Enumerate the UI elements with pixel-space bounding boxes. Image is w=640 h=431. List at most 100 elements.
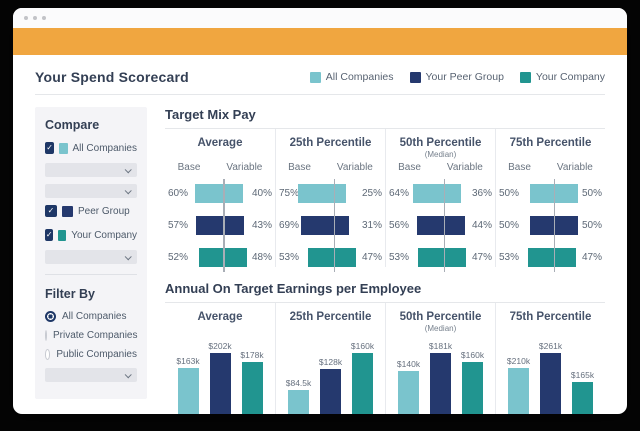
mixpay-bar	[413, 184, 462, 203]
filter-radio-row[interactable]: Public Companies	[45, 349, 137, 360]
mixpay-bars: 50% 50% 50% 50% 53% 47%	[499, 179, 602, 272]
compare-dropdown[interactable]	[45, 163, 137, 177]
axis-label: Variable	[336, 162, 373, 173]
earnings-bar	[352, 353, 373, 414]
axis-label: Variable	[556, 162, 593, 173]
column-header: Average	[168, 137, 272, 161]
legend-item[interactable]: Your Peer Group	[409, 71, 504, 83]
window-control-dot[interactable]	[42, 16, 46, 20]
base-pct-label: 56%	[389, 220, 410, 231]
mixpay-bar	[308, 248, 357, 267]
mixpay-bar	[417, 216, 466, 235]
top-banner	[13, 28, 627, 55]
legend-swatch	[309, 71, 321, 83]
earnings-bar-group: $163k	[176, 356, 200, 414]
compare-checkbox-row[interactable]: ✓ All Companies	[45, 142, 137, 154]
base-pct-label: 50%	[499, 220, 520, 231]
earnings-bar-group: $128k	[319, 357, 342, 414]
earnings-bar	[209, 353, 231, 414]
earnings-bar	[572, 382, 593, 414]
chevron-down-icon	[124, 186, 132, 194]
column-title: 75th Percentile	[509, 311, 592, 323]
filter-radio-row[interactable]: All Companies	[45, 311, 137, 322]
bar-value-label: $202k	[208, 341, 232, 351]
bar-zone	[412, 184, 469, 203]
center-axis-line	[223, 179, 225, 272]
legend-label: Your Peer Group	[425, 71, 504, 83]
axis-label: Base	[508, 162, 531, 173]
legend-item[interactable]: Your Company	[519, 71, 605, 83]
axis-label: Base	[177, 162, 201, 173]
window-control-dot[interactable]	[33, 16, 37, 20]
checkbox-checked-icon[interactable]: ✓	[45, 142, 55, 154]
variable-pct-label: 47%	[361, 252, 382, 263]
column-title: 75th Percentile	[509, 137, 592, 149]
base-pct-label: 69%	[279, 220, 300, 231]
variable-pct-label: 36%	[471, 188, 492, 199]
axis-label: Base	[398, 162, 421, 173]
compare-checkbox-row[interactable]: ✓ Your Company	[45, 229, 137, 241]
filter-dropdown[interactable]	[45, 368, 137, 382]
mixpay-column: 50th Percentile (Median) Base Variable 64% 36…	[385, 129, 495, 272]
checkbox-checked-icon[interactable]: ✓	[45, 229, 54, 241]
legend-swatch	[409, 71, 421, 83]
column-header: 25th Percentile	[279, 137, 382, 161]
axis-label: Variable	[446, 162, 483, 173]
column-title: 50th Percentile	[399, 137, 482, 149]
radio-unselected-icon[interactable]	[45, 349, 51, 360]
mixpay-row: 53% 47%	[389, 248, 492, 267]
earnings-bar	[508, 368, 529, 414]
compare-dropdown[interactable]	[45, 250, 137, 264]
checkbox-label: All Companies	[72, 142, 137, 154]
column-title: Average	[197, 137, 243, 149]
earnings-column: 50th Percentile (Median) $140k $181k $160k	[385, 303, 495, 414]
column-header: 50th Percentile (Median)	[389, 311, 492, 335]
axis-label: Variable	[226, 162, 263, 173]
column-header: 50th Percentile (Median)	[389, 137, 492, 161]
legend-item[interactable]: All Companies	[309, 71, 394, 83]
column-title: 25th Percentile	[289, 137, 372, 149]
bar-value-label: $165k	[570, 370, 595, 380]
radio-label: All Companies	[62, 311, 127, 322]
variable-pct-label: 50%	[581, 188, 602, 199]
earnings-bar	[462, 362, 483, 414]
bar-value-label: $261k	[538, 341, 563, 351]
radio-unselected-icon[interactable]	[45, 330, 47, 341]
compare-dropdown[interactable]	[45, 184, 137, 198]
radio-label: Public Companies	[56, 349, 137, 360]
earnings-bar-group: $210k	[507, 356, 530, 414]
earnings-bars: $140k $181k $160k	[389, 339, 492, 414]
target-mix-pay-chart: Average Base Variable 60% 40% 57% 43% 52% 48% 25t…	[165, 129, 605, 272]
earnings-bar	[241, 362, 263, 414]
mixpay-row: 50% 50%	[499, 184, 602, 203]
center-axis-line	[333, 179, 336, 272]
bar-value-label: $178k	[240, 350, 264, 360]
earnings-bars: $210k $261k $165k	[499, 339, 602, 414]
filter-radio-row[interactable]: Private Companies	[45, 330, 137, 341]
annual-earnings-chart: Average $163k $202k $178k 25th Percentile $84…	[165, 303, 605, 414]
window-control-dot[interactable]	[24, 16, 28, 20]
section-divider	[165, 302, 605, 303]
base-pct-label: 57%	[168, 220, 189, 231]
bar-zone	[412, 216, 469, 235]
radio-selected-icon[interactable]	[45, 311, 56, 322]
bar-zone	[522, 184, 579, 203]
variable-pct-label: 47%	[471, 252, 492, 263]
bar-value-label: $128k	[318, 357, 343, 367]
earnings-bar-group: $202k	[208, 341, 232, 414]
bar-zone	[522, 216, 579, 235]
earnings-bar	[398, 371, 419, 414]
chart-legend: All Companies Your Peer Group Your Company	[309, 71, 605, 83]
base-variable-labels: Base Variable	[389, 162, 492, 176]
column-subtitle: (Median)	[424, 150, 457, 159]
earnings-bar-group: $178k	[240, 350, 264, 414]
mixpay-bars: 75% 25% 69% 31% 53% 47%	[279, 179, 382, 272]
mixpay-row: 57% 43%	[168, 216, 272, 235]
checkbox-checked-icon[interactable]: ✓	[45, 205, 57, 217]
base-variable-labels: Base Variable	[279, 162, 382, 176]
variable-pct-label: 31%	[361, 220, 382, 231]
compare-checkbox-row[interactable]: ✓ Peer Group	[45, 205, 137, 217]
legend-label: Your Company	[535, 71, 605, 83]
column-header: Average	[168, 311, 272, 335]
variable-pct-label: 43%	[251, 220, 272, 231]
